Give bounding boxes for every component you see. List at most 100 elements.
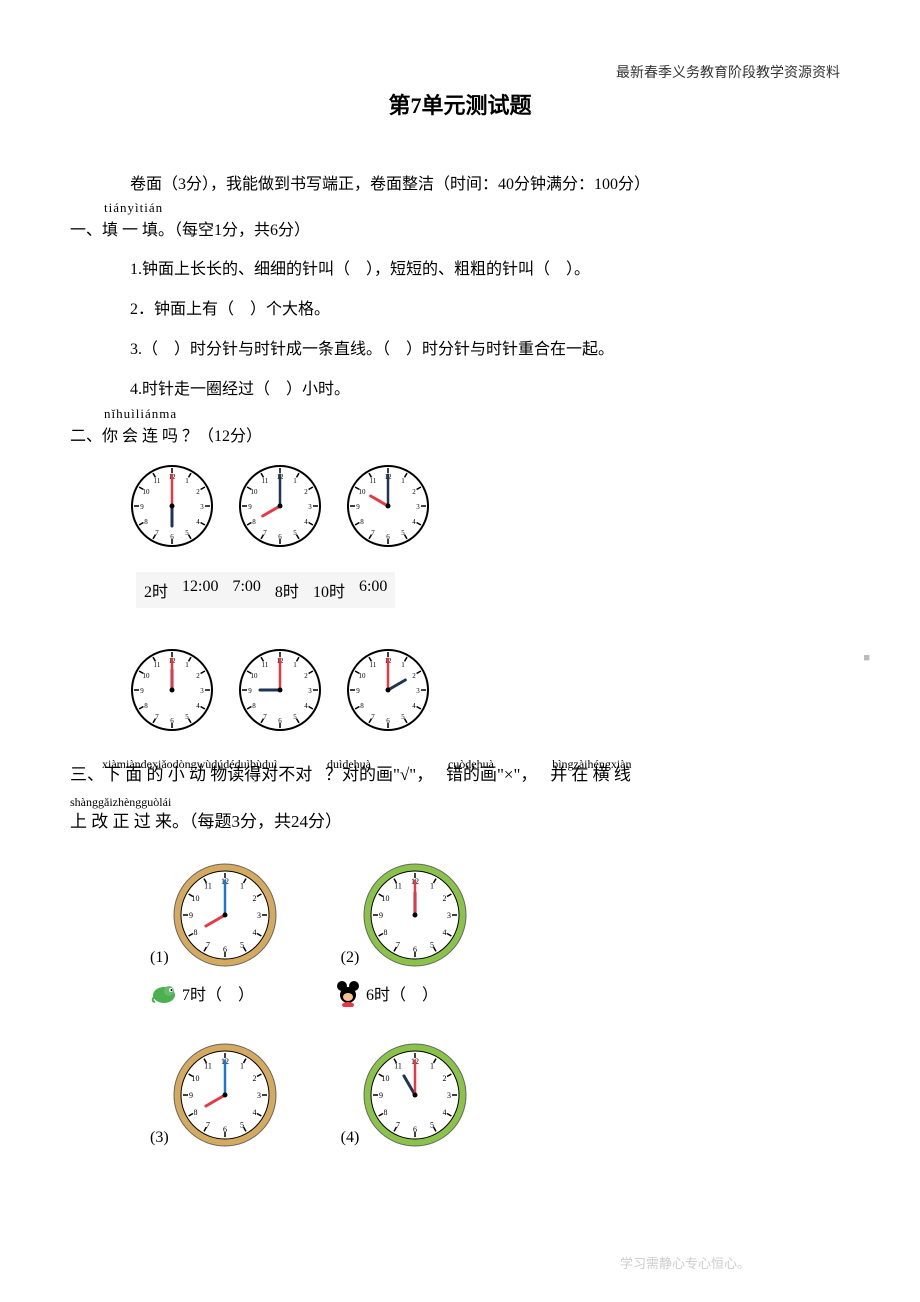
time-label: 12:00 bbox=[182, 578, 218, 602]
svg-text:9: 9 bbox=[189, 1091, 193, 1100]
svg-text:6: 6 bbox=[223, 945, 227, 954]
svg-text:10: 10 bbox=[251, 488, 258, 496]
svg-text:11: 11 bbox=[204, 1061, 212, 1070]
section2-pinyin: nǐhuìliánma bbox=[104, 406, 177, 422]
q3-num: (1) bbox=[150, 949, 169, 967]
q3-answer-label: 6时（ ） bbox=[366, 981, 438, 1005]
section2-heading: nǐhuìliánma 二、你 会 连 吗 ？（12分） bbox=[70, 422, 850, 446]
svg-text:3: 3 bbox=[416, 503, 420, 511]
q3-item: (2) 123456789101112 bbox=[341, 863, 468, 967]
svg-text:1: 1 bbox=[293, 477, 297, 485]
svg-text:10: 10 bbox=[382, 1074, 390, 1083]
s1-q1: 1.钟面上长长的、细细的针叫（ ），短短的、粗粗的针叫（ ）。 bbox=[130, 258, 850, 282]
svg-text:7: 7 bbox=[206, 940, 210, 949]
svg-text:9: 9 bbox=[189, 911, 193, 920]
svg-text:6: 6 bbox=[278, 533, 282, 541]
clock-icon: 123456789101112 bbox=[238, 464, 322, 548]
section3-line1: xiàmiàndexiǎodòngwùdúdéduìbùduì三、下 面 的 小… bbox=[70, 756, 850, 793]
svg-text:1: 1 bbox=[401, 477, 405, 485]
svg-text:2: 2 bbox=[252, 894, 256, 903]
clock-row-2: 1234567891011121234567891011121234567891… bbox=[130, 648, 850, 732]
svg-text:1: 1 bbox=[293, 661, 297, 669]
svg-text:6: 6 bbox=[223, 1125, 227, 1134]
section3-pinyin: cuòdehuà bbox=[448, 751, 494, 777]
svg-text:10: 10 bbox=[359, 672, 367, 680]
svg-text:4: 4 bbox=[412, 518, 416, 526]
svg-text:4: 4 bbox=[196, 702, 200, 710]
svg-text:2: 2 bbox=[443, 1074, 447, 1083]
svg-text:10: 10 bbox=[191, 1074, 199, 1083]
clock-icon: 123456789101112 bbox=[130, 648, 214, 732]
s1-q3: 3.（ ）时分针与时针成一条直线。（ ）时分针与时针重合在一起。 bbox=[130, 338, 850, 362]
svg-text:6: 6 bbox=[413, 1125, 417, 1134]
svg-text:5: 5 bbox=[240, 940, 244, 949]
svg-text:9: 9 bbox=[140, 687, 144, 695]
chameleon-icon bbox=[150, 979, 178, 1007]
svg-text:7: 7 bbox=[371, 529, 375, 537]
section3-line2: shànggǎizhèngguòlái 上 改 正 过 来。（每题3分，共24分… bbox=[70, 803, 850, 840]
svg-text:11: 11 bbox=[394, 881, 402, 890]
section3-pinyin: xiàmiàndexiǎodòngwùdúdéduìbùduì bbox=[102, 751, 277, 777]
clock-icon: 123456789101112 bbox=[346, 648, 430, 732]
svg-text:6: 6 bbox=[413, 945, 417, 954]
svg-text:5: 5 bbox=[430, 1120, 434, 1129]
svg-text:5: 5 bbox=[401, 529, 405, 537]
svg-text:11: 11 bbox=[370, 661, 377, 669]
page-title: 第7单元测试题 bbox=[70, 88, 850, 120]
svg-text:2: 2 bbox=[443, 894, 447, 903]
svg-text:8: 8 bbox=[193, 928, 197, 937]
svg-text:3: 3 bbox=[257, 911, 261, 920]
clock-icon: 123456789101112 bbox=[346, 464, 430, 548]
time-labels: 2时12:007:008时10时6:00 bbox=[136, 572, 395, 608]
svg-text:8: 8 bbox=[252, 518, 256, 526]
section3-pinyin: duìdehuà bbox=[327, 751, 371, 777]
svg-text:5: 5 bbox=[293, 529, 297, 537]
svg-text:11: 11 bbox=[262, 477, 269, 485]
svg-text:2: 2 bbox=[304, 672, 308, 680]
svg-text:4: 4 bbox=[443, 1108, 447, 1117]
clock-icon: 123456789101112 bbox=[173, 1043, 277, 1147]
svg-text:5: 5 bbox=[293, 713, 297, 721]
svg-text:6: 6 bbox=[170, 717, 174, 725]
svg-text:1: 1 bbox=[240, 881, 244, 890]
svg-text:11: 11 bbox=[204, 881, 212, 890]
svg-text:6: 6 bbox=[170, 533, 174, 541]
svg-text:5: 5 bbox=[240, 1120, 244, 1129]
svg-text:2: 2 bbox=[196, 488, 200, 496]
svg-text:2: 2 bbox=[412, 488, 416, 496]
svg-text:10: 10 bbox=[143, 672, 151, 680]
section2-heading-text: 二、你 会 连 吗 ？（12分） bbox=[70, 428, 262, 445]
svg-text:3: 3 bbox=[200, 503, 204, 511]
svg-text:8: 8 bbox=[252, 702, 256, 710]
svg-text:9: 9 bbox=[140, 503, 144, 511]
svg-text:10: 10 bbox=[143, 488, 151, 496]
svg-text:8: 8 bbox=[360, 518, 364, 526]
svg-text:5: 5 bbox=[185, 529, 189, 537]
svg-text:11: 11 bbox=[154, 477, 161, 485]
intro-text: 卷面（3分），我能做到书写端正，卷面整洁（时间：40分钟满分：100分） bbox=[130, 170, 850, 194]
svg-text:9: 9 bbox=[356, 503, 360, 511]
svg-text:3: 3 bbox=[308, 503, 312, 511]
section1-pinyin: tiányìtián bbox=[104, 200, 163, 216]
section1-heading-text: 一、填 一 填。（每空1分，共6分） bbox=[70, 222, 310, 239]
svg-text:10: 10 bbox=[191, 894, 199, 903]
svg-text:2: 2 bbox=[252, 1074, 256, 1083]
svg-text:8: 8 bbox=[144, 518, 148, 526]
svg-text:4: 4 bbox=[304, 518, 308, 526]
svg-text:7: 7 bbox=[155, 529, 159, 537]
clock-icon: 123456789101112 bbox=[238, 648, 322, 732]
mickey-icon bbox=[334, 979, 362, 1007]
s1-q2: 2．钟面上有（ ）个大格。 bbox=[130, 298, 850, 322]
footer-note: 学习需静心专心恒心。 bbox=[620, 1253, 750, 1272]
q3-answer: 7时（ ） bbox=[150, 979, 254, 1007]
svg-text:4: 4 bbox=[412, 702, 416, 710]
svg-text:4: 4 bbox=[443, 928, 447, 937]
svg-text:4: 4 bbox=[252, 928, 256, 937]
svg-text:1: 1 bbox=[430, 881, 434, 890]
svg-text:8: 8 bbox=[144, 702, 148, 710]
svg-text:6: 6 bbox=[386, 717, 390, 725]
svg-text:8: 8 bbox=[384, 1108, 388, 1117]
svg-text:10: 10 bbox=[382, 894, 390, 903]
svg-text:8: 8 bbox=[193, 1108, 197, 1117]
svg-text:3: 3 bbox=[200, 687, 204, 695]
